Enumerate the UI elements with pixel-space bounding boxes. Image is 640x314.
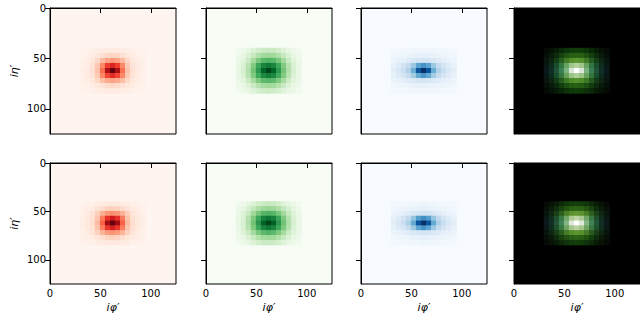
svg-text:iφ′: iφ′ — [571, 301, 584, 314]
svg-text:iη′: iη′ — [8, 64, 21, 77]
svg-text:100: 100 — [452, 288, 471, 299]
svg-text:iη′: iη′ — [8, 217, 21, 230]
svg-text:0: 0 — [40, 3, 46, 14]
svg-text:0: 0 — [203, 288, 209, 299]
svg-text:50: 50 — [405, 288, 418, 299]
svg-text:iφ′: iφ′ — [107, 301, 120, 314]
svg-text:50: 50 — [558, 288, 571, 299]
svg-text:100: 100 — [605, 288, 624, 299]
svg-text:0: 0 — [358, 288, 364, 299]
svg-text:iφ′: iφ′ — [263, 301, 276, 314]
svg-text:50: 50 — [250, 288, 263, 299]
svg-text:iφ′: iφ′ — [418, 301, 431, 314]
svg-text:100: 100 — [27, 254, 46, 265]
svg-text:0: 0 — [511, 288, 517, 299]
svg-text:0: 0 — [47, 288, 53, 299]
svg-text:100: 100 — [141, 288, 160, 299]
svg-text:100: 100 — [297, 288, 316, 299]
svg-text:50: 50 — [33, 206, 46, 217]
svg-text:50: 50 — [33, 53, 46, 64]
svg-text:0: 0 — [40, 158, 46, 169]
svg-text:50: 50 — [94, 288, 107, 299]
svg-text:100: 100 — [27, 103, 46, 114]
